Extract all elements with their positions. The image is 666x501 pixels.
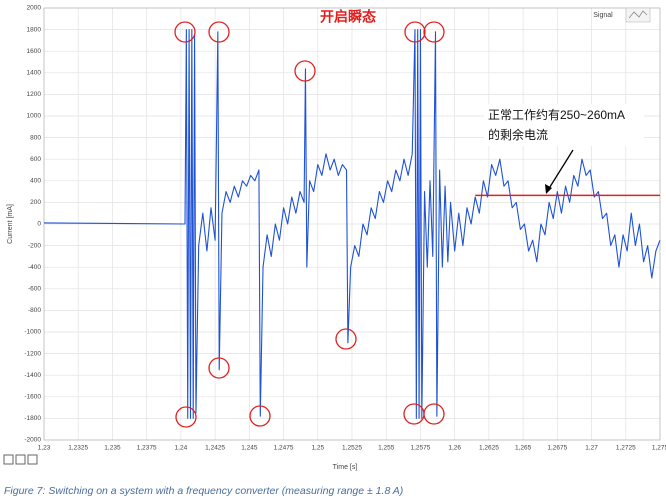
highlight-circles [174,21,445,428]
x-tick-label: 1,2625 [479,445,499,452]
y-tick-label: 800 [30,134,41,141]
grid [43,7,661,441]
x-tick-label: 1,245 [241,445,258,452]
circle [249,405,271,427]
plot-frame [43,7,661,441]
y-tick-label: 200 [30,199,41,206]
x-tick-label: 1,24 [175,445,188,452]
toolbar [3,454,38,465]
annotation-box [484,104,644,146]
x-tick-label: 1,2475 [274,445,294,452]
y-tick-label: 1200 [27,91,42,98]
circle [404,21,426,43]
y-tick-label: -1800 [24,415,41,422]
circle [208,357,230,379]
circle [423,21,445,43]
y-tick-label: -1600 [24,394,41,401]
x-tick-label: 1,2675 [547,445,567,452]
x-tick-label: 1,2425 [205,445,225,452]
legend-label: Signal [593,12,613,19]
x-tick-label: 1,2375 [137,445,157,452]
chart-title: 开启瞬态 [320,9,376,25]
x-tick-label: 1,265 [515,445,532,452]
caption: Figure 7: Switching on a system with a f… [4,485,403,497]
annotation-arrow [547,149,574,191]
x-tick-label: 1,2725 [616,445,636,452]
y-tick-label: -600 [28,286,41,293]
y-tick-label: -1200 [24,350,41,357]
y-tick-label: 400 [30,178,41,185]
circle [335,328,357,350]
x-tick-label: 1,26 [448,445,461,452]
y-tick-label: -2000 [24,437,41,444]
tool-icon[interactable] [27,454,38,465]
y-tick-label: -1400 [24,372,41,379]
x-tick-label: 1,2575 [410,445,430,452]
circle [174,21,196,43]
tool-icon[interactable] [15,454,26,465]
x-tick-label: 1,2325 [68,445,88,452]
y-tick-label: 0 [37,221,41,228]
y-tick-label: -400 [28,264,41,271]
annotation-line-1: 正常工作约有250~260mA [488,107,625,122]
circle [294,60,316,82]
x-tick-label: 1,23 [38,445,51,452]
legend-icon [625,7,651,23]
x-tick-label: 1,275 [652,445,666,452]
signal-line [43,29,661,419]
x-axis-label: Time [s] [333,464,358,471]
y-tick-label: 1400 [27,70,42,77]
y-tick-label: 1000 [27,113,42,120]
y-tick-label: 1800 [27,26,42,33]
circle [208,21,230,43]
y-tick-label: -800 [28,307,41,314]
y-axis-label: Current [mA] [7,204,14,244]
plot [43,29,661,419]
x-tick-label: 1,235 [104,445,121,452]
arrow-head [545,184,552,194]
circle [175,406,197,428]
annotation-line-2: 的剩余电流 [488,127,548,142]
legend-icon-line [628,10,648,19]
circle [423,403,445,425]
y-tick-label: 600 [30,156,41,163]
y-tick-label: 1600 [27,48,42,55]
x-tick-label: 1,27 [585,445,598,452]
x-tick-label: 1,2525 [342,445,362,452]
x-tick-label: 1,255 [378,445,395,452]
tool-icon[interactable] [3,454,14,465]
y-tick-label: 2000 [27,5,42,12]
y-tick-label: -200 [28,242,41,249]
y-tick-label: -1000 [24,329,41,336]
x-tick-label: 1,25 [311,445,324,452]
